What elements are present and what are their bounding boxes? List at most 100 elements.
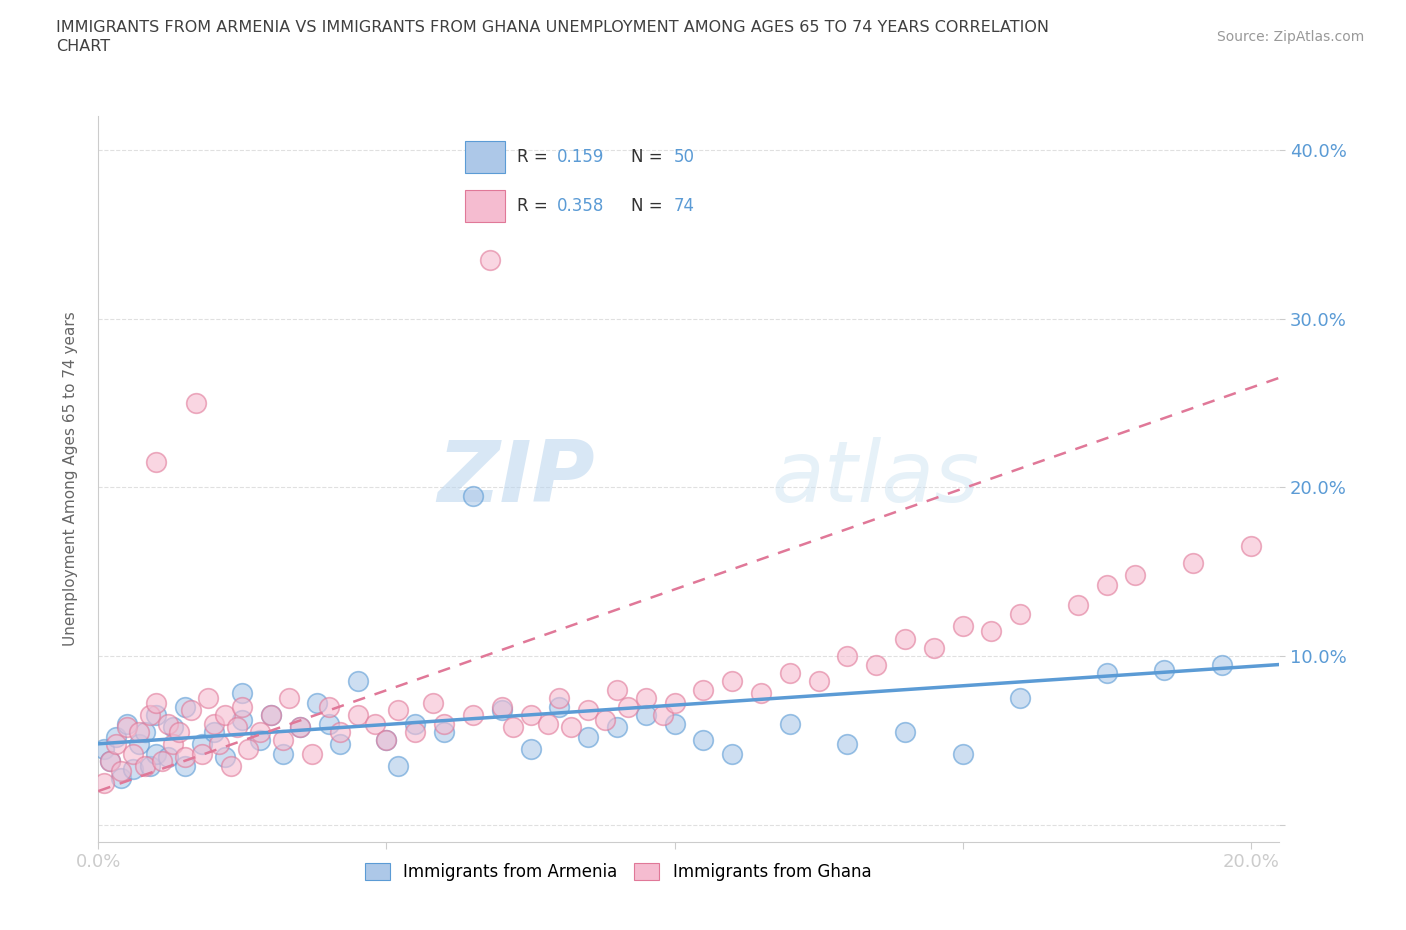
Point — [375, 733, 398, 748]
Text: Source: ZipAtlas.com: Source: ZipAtlas.com — [1216, 30, 1364, 44]
Point — [156, 716, 179, 731]
Point — [1095, 578, 1118, 592]
Point — [617, 699, 640, 714]
Point — [364, 716, 387, 731]
Text: IMMIGRANTS FROM ARMENIA VS IMMIGRANTS FROM GHANA UNEMPLOYMENT AMONG AGES 65 TO 7: IMMIGRANTS FROM ARMENIA VS IMMIGRANTS FR… — [56, 20, 1049, 35]
Point — [606, 683, 628, 698]
Point — [180, 703, 202, 718]
Point — [346, 674, 368, 689]
Point — [894, 631, 917, 646]
Point — [1067, 598, 1090, 613]
Point — [162, 737, 184, 751]
Point — [548, 699, 571, 714]
Point — [1153, 662, 1175, 677]
Point — [560, 720, 582, 735]
Point — [208, 737, 231, 751]
Point — [128, 724, 150, 739]
Point — [387, 703, 409, 718]
Point — [634, 691, 657, 706]
Point — [115, 716, 138, 731]
Point — [318, 699, 340, 714]
Y-axis label: Unemployment Among Ages 65 to 74 years: Unemployment Among Ages 65 to 74 years — [63, 312, 77, 646]
Point — [721, 674, 744, 689]
Point — [231, 685, 253, 700]
Point — [139, 708, 162, 723]
Point — [145, 696, 167, 711]
Point — [491, 699, 513, 714]
Point — [271, 747, 294, 762]
Point — [307, 696, 329, 711]
Point — [214, 750, 236, 764]
Point — [173, 699, 195, 714]
Point — [749, 685, 772, 700]
Point — [288, 720, 311, 735]
Point — [537, 716, 560, 731]
Point — [231, 699, 253, 714]
Point — [110, 770, 132, 785]
Point — [288, 720, 311, 735]
Point — [214, 708, 236, 723]
Point — [865, 658, 887, 672]
Point — [191, 747, 214, 762]
Point — [186, 395, 208, 410]
Point — [479, 252, 502, 267]
Point — [519, 741, 541, 756]
Point — [139, 758, 162, 773]
Point — [576, 703, 599, 718]
Point — [779, 716, 801, 731]
Point — [433, 716, 456, 731]
Point — [271, 733, 294, 748]
Point — [173, 750, 195, 764]
Point — [461, 708, 484, 723]
Point — [104, 730, 127, 745]
Point — [1240, 539, 1263, 554]
Point — [894, 724, 917, 739]
Point — [150, 753, 173, 768]
Point — [225, 720, 247, 735]
Point — [202, 716, 225, 731]
Point — [318, 716, 340, 731]
Point — [134, 724, 156, 739]
Point — [277, 691, 299, 706]
Point — [93, 741, 115, 756]
Point — [191, 737, 214, 751]
Point — [162, 720, 184, 735]
Point — [692, 683, 714, 698]
Text: CHART: CHART — [56, 39, 110, 54]
Point — [115, 720, 138, 735]
Point — [387, 758, 409, 773]
Point — [548, 691, 571, 706]
Point — [104, 737, 127, 751]
Point — [837, 737, 859, 751]
Point — [375, 733, 398, 748]
Point — [1182, 556, 1205, 571]
Point — [404, 724, 426, 739]
Point — [606, 720, 628, 735]
Point — [952, 618, 974, 633]
Point — [1010, 606, 1032, 621]
Point — [197, 691, 219, 706]
Point — [1095, 666, 1118, 681]
Point — [1125, 567, 1147, 582]
Point — [807, 674, 830, 689]
Point — [122, 762, 145, 777]
Point — [422, 696, 444, 711]
Point — [98, 753, 121, 768]
Point — [145, 455, 167, 470]
Point — [779, 666, 801, 681]
Point — [595, 712, 617, 727]
Point — [134, 758, 156, 773]
Point — [837, 648, 859, 663]
Point — [238, 741, 260, 756]
Point — [260, 708, 283, 723]
Point — [664, 696, 686, 711]
Point — [519, 708, 541, 723]
Point — [404, 716, 426, 731]
Point — [952, 747, 974, 762]
Point — [652, 708, 675, 723]
Point — [433, 724, 456, 739]
Text: atlas: atlas — [772, 437, 980, 521]
Point — [249, 724, 271, 739]
Point — [156, 750, 179, 764]
Point — [173, 758, 195, 773]
